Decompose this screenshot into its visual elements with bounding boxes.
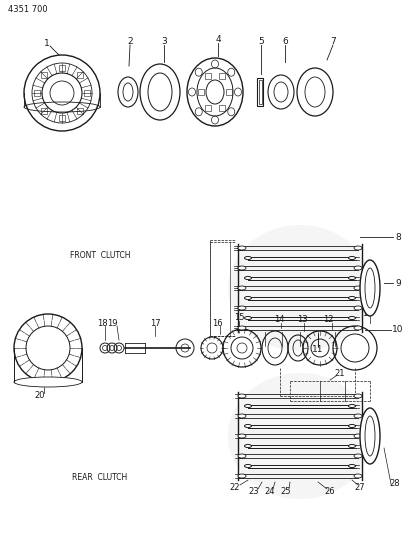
Text: 23: 23 bbox=[249, 488, 259, 497]
Text: 15: 15 bbox=[234, 313, 244, 322]
Ellipse shape bbox=[348, 317, 355, 319]
Text: 10: 10 bbox=[392, 326, 404, 335]
Ellipse shape bbox=[244, 296, 251, 300]
Ellipse shape bbox=[348, 256, 355, 260]
Bar bbox=[259, 80, 262, 104]
Text: REAR  CLUTCH: REAR CLUTCH bbox=[72, 473, 128, 482]
Ellipse shape bbox=[238, 306, 246, 310]
Bar bbox=[205, 104, 211, 110]
Text: 27: 27 bbox=[355, 483, 365, 492]
Text: 4351 700: 4351 700 bbox=[8, 4, 48, 13]
Ellipse shape bbox=[348, 405, 355, 408]
Text: 16: 16 bbox=[212, 319, 222, 327]
Text: 22: 22 bbox=[230, 483, 240, 492]
Text: 8: 8 bbox=[395, 232, 401, 241]
Bar bbox=[198, 89, 204, 95]
Ellipse shape bbox=[244, 405, 251, 408]
Bar bbox=[59, 65, 65, 71]
Bar bbox=[77, 72, 83, 78]
Ellipse shape bbox=[238, 266, 246, 270]
Ellipse shape bbox=[354, 266, 362, 270]
Ellipse shape bbox=[244, 317, 251, 319]
Bar bbox=[226, 89, 232, 95]
Ellipse shape bbox=[244, 464, 251, 467]
Bar bbox=[77, 108, 83, 114]
Ellipse shape bbox=[348, 445, 355, 448]
Text: FRONT  CLUTCH: FRONT CLUTCH bbox=[70, 251, 130, 260]
Ellipse shape bbox=[228, 225, 372, 351]
Ellipse shape bbox=[244, 277, 251, 279]
Bar bbox=[219, 104, 225, 110]
Text: 25: 25 bbox=[281, 488, 291, 497]
Text: 4: 4 bbox=[215, 36, 221, 44]
Text: 28: 28 bbox=[390, 480, 400, 489]
Text: 5: 5 bbox=[258, 37, 264, 46]
Text: 2: 2 bbox=[127, 37, 133, 46]
Ellipse shape bbox=[354, 306, 362, 310]
Ellipse shape bbox=[244, 445, 251, 448]
Bar bbox=[219, 74, 225, 79]
Ellipse shape bbox=[360, 408, 380, 464]
Ellipse shape bbox=[238, 394, 246, 398]
Ellipse shape bbox=[354, 246, 362, 250]
Text: 24: 24 bbox=[265, 488, 275, 497]
Bar bbox=[84, 90, 90, 96]
Ellipse shape bbox=[14, 377, 82, 387]
Text: 13: 13 bbox=[297, 316, 307, 325]
Ellipse shape bbox=[354, 326, 362, 330]
Ellipse shape bbox=[348, 424, 355, 427]
Ellipse shape bbox=[348, 296, 355, 300]
Text: 1: 1 bbox=[44, 38, 50, 47]
Ellipse shape bbox=[354, 454, 362, 458]
Ellipse shape bbox=[238, 326, 246, 330]
Bar bbox=[41, 72, 47, 78]
Text: 20: 20 bbox=[35, 392, 45, 400]
Ellipse shape bbox=[244, 424, 251, 427]
Text: 11: 11 bbox=[312, 345, 324, 354]
Text: 12: 12 bbox=[323, 316, 333, 325]
Bar bbox=[257, 78, 263, 106]
Ellipse shape bbox=[228, 373, 372, 499]
Ellipse shape bbox=[238, 454, 246, 458]
Bar bbox=[205, 74, 211, 79]
Bar bbox=[34, 90, 40, 96]
Ellipse shape bbox=[238, 286, 246, 290]
Ellipse shape bbox=[238, 434, 246, 438]
Text: 26: 26 bbox=[325, 488, 335, 497]
Ellipse shape bbox=[360, 260, 380, 316]
Ellipse shape bbox=[238, 246, 246, 250]
Ellipse shape bbox=[238, 474, 246, 478]
Ellipse shape bbox=[244, 256, 251, 260]
Text: 9: 9 bbox=[395, 279, 401, 287]
Text: 17: 17 bbox=[150, 319, 160, 327]
Text: 7: 7 bbox=[330, 37, 336, 46]
Text: 6: 6 bbox=[282, 37, 288, 46]
Text: 14: 14 bbox=[274, 316, 284, 325]
Ellipse shape bbox=[354, 434, 362, 438]
Ellipse shape bbox=[365, 416, 375, 456]
Text: 21: 21 bbox=[335, 368, 345, 377]
Bar bbox=[59, 115, 65, 121]
Text: 18: 18 bbox=[97, 319, 107, 327]
Ellipse shape bbox=[348, 277, 355, 279]
Ellipse shape bbox=[354, 474, 362, 478]
Bar bbox=[41, 108, 47, 114]
Ellipse shape bbox=[354, 394, 362, 398]
Ellipse shape bbox=[354, 414, 362, 418]
Ellipse shape bbox=[348, 464, 355, 467]
Text: 3: 3 bbox=[161, 37, 167, 46]
Ellipse shape bbox=[238, 414, 246, 418]
Ellipse shape bbox=[365, 268, 375, 308]
Text: 19: 19 bbox=[107, 319, 117, 327]
Text: 11: 11 bbox=[362, 309, 372, 318]
Ellipse shape bbox=[354, 286, 362, 290]
